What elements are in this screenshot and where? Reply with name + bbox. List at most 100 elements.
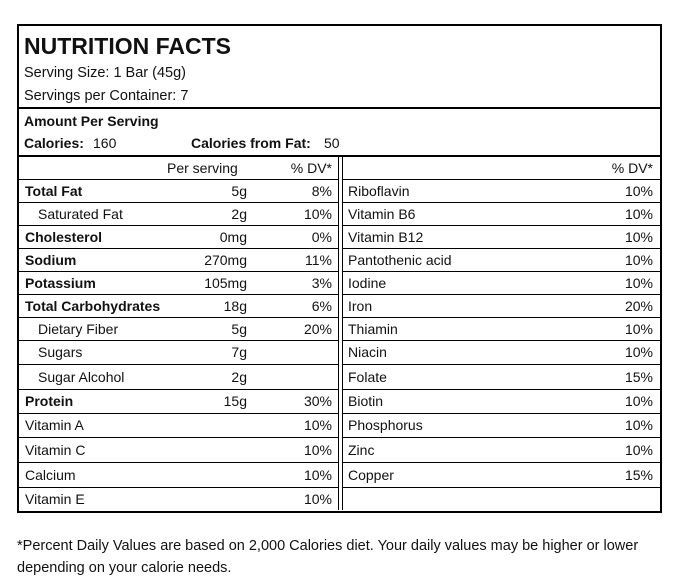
nutrient-name: Biotin	[348, 393, 384, 409]
rule	[342, 317, 661, 318]
nutrient-amount: 5g	[231, 182, 247, 199]
nutrient-dv: 30%	[303, 393, 332, 409]
vitamin-name: Vitamin A	[25, 417, 84, 433]
nutrient-dv: 10%	[624, 228, 653, 245]
vitamin-dv: 10%	[303, 466, 332, 483]
nutrient-name: Protein	[25, 393, 74, 409]
nutrient-name: Dietary Fiber	[38, 320, 119, 337]
nutrient-name: Vitamin B12	[348, 228, 424, 245]
nutrient-dv: 0%	[311, 228, 332, 245]
rule	[342, 202, 661, 203]
rule	[17, 155, 661, 157]
rule	[17, 294, 339, 295]
nutrient-name: Pantothenic acid	[348, 251, 452, 268]
serving-size: Serving Size: 1 Bar (45g)	[24, 65, 186, 81]
nutrient-name: Sodium	[25, 251, 77, 268]
rule	[342, 179, 661, 180]
nutrient-amount: 0mg	[219, 228, 247, 245]
calories-from-fat-value: 50	[324, 135, 340, 151]
rule	[342, 462, 661, 463]
nutrient-dv: 10%	[303, 205, 332, 222]
rule	[342, 225, 661, 226]
calories-label: Calories:	[24, 135, 84, 151]
col-header: % DV*	[290, 160, 332, 176]
nutrient-name: Copper	[348, 466, 394, 483]
nutrient-dv: 20%	[303, 320, 332, 337]
rule	[17, 389, 339, 390]
nutrient-name: Niacin	[348, 344, 387, 360]
nutrient-dv: 15%	[624, 368, 653, 385]
nutrient-dv: 10%	[624, 205, 653, 222]
amount-heading: Amount Per Serving	[24, 113, 159, 129]
nutrient-amount: 15g	[223, 393, 247, 409]
rule	[342, 248, 661, 249]
nutrient-name: Vitamin B6	[348, 205, 416, 222]
nutrient-dv: 3%	[311, 274, 332, 291]
vitamin-name: Calcium	[25, 466, 76, 483]
calories-from-fat-label: Calories from Fat:	[191, 135, 311, 151]
nutrient-name: Sugars	[38, 344, 83, 360]
servings-per-container: Servings per Container: 7	[24, 88, 189, 104]
nutrient-name: Potassium	[25, 274, 96, 291]
vitamin-dv: 10%	[303, 490, 332, 507]
rule	[17, 413, 339, 414]
vitamin-dv: 10%	[303, 417, 332, 433]
nutrient-name: Cholesterol	[25, 228, 103, 245]
nutrient-dv: 10%	[624, 393, 653, 409]
nutrient-name: Folate	[348, 368, 387, 385]
label-box	[17, 24, 662, 513]
nutrient-dv: 11%	[305, 251, 332, 268]
nutrient-name: Iron	[348, 297, 373, 314]
nutrient-dv: 10%	[624, 251, 653, 268]
rule	[17, 364, 339, 365]
rule	[17, 107, 661, 109]
nutrient-name: Thiamin	[348, 320, 398, 337]
nutrient-dv: 10%	[624, 441, 653, 458]
nutrient-dv: 10%	[624, 344, 653, 360]
nutrient-name: Phosphorus	[348, 417, 423, 433]
vitamin-name: Vitamin E	[25, 490, 85, 507]
nutrient-name: Saturated Fat	[38, 205, 123, 222]
nutrient-name: Total Fat	[25, 182, 83, 199]
nutrient-dv: 10%	[624, 182, 653, 199]
rule	[17, 248, 339, 249]
rule	[17, 317, 339, 318]
nutrient-name: Total Carbohydrates	[25, 297, 161, 314]
rule	[17, 437, 339, 438]
title: NUTRITION FACTS	[24, 33, 231, 59]
nutrient-name: Riboflavin	[348, 182, 410, 199]
rule	[342, 157, 343, 510]
nutrient-amount: 18g	[223, 297, 247, 314]
nutrient-amount: 5g	[231, 320, 247, 337]
calories-value: 160	[93, 135, 117, 151]
nutrient-amount: 2g	[231, 205, 247, 222]
rule	[342, 389, 661, 390]
footnote: *Percent Daily Values are based on 2,000…	[17, 538, 639, 576]
rule	[17, 340, 339, 341]
rule	[338, 157, 339, 510]
nutrient-name: Sugar Alcohol	[38, 368, 125, 385]
nutrient-name: Zinc	[348, 441, 375, 458]
rule	[342, 413, 661, 414]
rule	[17, 271, 339, 272]
rule	[342, 271, 661, 272]
rule	[342, 487, 661, 488]
nutrient-amount: 270mg	[204, 251, 247, 268]
nutrient-dv: 6%	[311, 297, 332, 314]
rule	[17, 202, 339, 203]
rule	[342, 294, 661, 295]
nutrient-dv: 10%	[624, 274, 653, 291]
nutrient-amount: 2g	[231, 368, 247, 385]
rule	[17, 225, 339, 226]
nutrient-dv: 15%	[624, 466, 653, 483]
vitamin-dv: 10%	[303, 441, 332, 458]
vitamin-name: Vitamin C	[25, 441, 86, 458]
nutrient-name: Iodine	[348, 274, 387, 291]
nutrient-dv: 20%	[624, 297, 653, 314]
rule	[342, 340, 661, 341]
rule	[342, 364, 661, 365]
nutrient-dv: 10%	[624, 320, 653, 337]
nutrient-amount: 7g	[231, 344, 247, 360]
col-header: % DV*	[611, 160, 653, 176]
